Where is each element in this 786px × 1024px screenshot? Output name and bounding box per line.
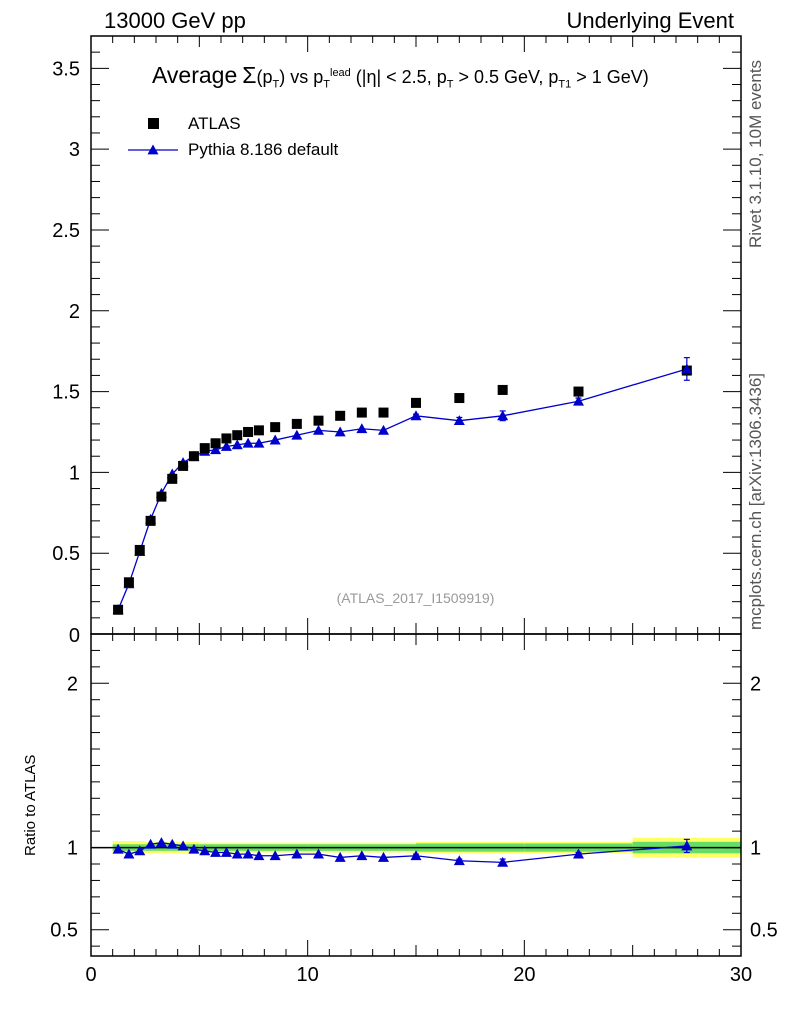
atlas-point <box>188 451 199 462</box>
pythia-point <box>453 415 465 426</box>
main-y-tick-label: 3.5 <box>52 58 80 80</box>
ratio-pythia-point <box>356 850 368 861</box>
header-right: Underlying Event <box>566 8 734 33</box>
ratio-pythia-point <box>123 848 135 859</box>
x-tick-label: 20 <box>513 964 535 986</box>
ratio-pythia-point <box>134 845 146 856</box>
ratio-y-axis-label: Ratio to ATLAS <box>22 754 39 856</box>
pythia-point <box>291 429 303 440</box>
main-y-tick-label: 3 <box>69 139 80 161</box>
legend-marker-atlas <box>148 118 159 129</box>
main-y-tick-label: 2.5 <box>52 220 80 242</box>
atlas-point <box>243 426 254 437</box>
analysis-watermark: (ATLAS_2017_I1509919) <box>336 590 495 606</box>
pythia-point <box>253 437 265 448</box>
ratio-panel-frame <box>90 633 742 957</box>
main-y-tick-label: 1.5 <box>52 382 80 404</box>
pythia-point <box>497 410 509 421</box>
atlas-point <box>221 433 232 444</box>
pythia-point <box>220 441 232 451</box>
atlas-point <box>134 544 145 555</box>
ratio-pythia-point <box>453 855 465 866</box>
atlas-point <box>178 460 189 471</box>
ratio-pythia-point <box>410 850 422 861</box>
atlas-point <box>232 430 243 441</box>
atlas-point <box>145 515 156 526</box>
atlas-point <box>253 425 264 436</box>
ratio-y-tick-label-left: 0.5 <box>50 920 78 942</box>
pythia-point <box>410 410 422 421</box>
atlas-point <box>573 386 584 397</box>
ratio-pythia-point <box>231 848 243 859</box>
atlas-point <box>123 577 134 588</box>
x-tick-label: 10 <box>297 964 319 986</box>
ratio-pythia-point <box>681 840 693 851</box>
ratio-pythia-point <box>210 847 222 857</box>
atlas-point <box>411 397 421 408</box>
ratio-pythia-point <box>188 843 200 854</box>
x-tick-label: 30 <box>730 964 752 986</box>
ratio-pythia-point <box>220 847 232 857</box>
pythia-point <box>210 444 222 455</box>
ratio-pythia-point <box>242 848 254 859</box>
plot-title: Average Σ(pT) vs pTlead (|η| < 2.5, pT >… <box>152 62 649 91</box>
main-y-tick-label: 0.5 <box>52 543 80 565</box>
main-y-tick-label-zero: 0 <box>69 625 80 647</box>
ratio-pythia-point <box>199 845 211 856</box>
main-y-tick-label: 1 <box>69 462 80 484</box>
pythia-point <box>231 439 243 450</box>
atlas-point <box>291 418 302 429</box>
atlas-point <box>313 415 324 426</box>
atlas-point <box>113 604 124 615</box>
legend-label-pythia: Pythia 8.186 default <box>188 140 339 159</box>
ratio-pythia-point <box>313 848 324 859</box>
atlas-point <box>210 438 221 449</box>
pythia-point <box>313 424 324 435</box>
pythia-point <box>269 434 281 445</box>
atlas-point <box>167 473 178 484</box>
ratio-pythia-point <box>334 851 346 862</box>
atlas-point <box>270 422 281 433</box>
ratio-y-tick-label-right: 1 <box>750 838 761 860</box>
ratio-pythia-point <box>497 856 509 867</box>
pythia-series-line <box>117 368 688 611</box>
atlas-point <box>356 407 367 418</box>
ratio-y-tick-label-right: 0.5 <box>750 920 778 942</box>
side-rivet-info: Rivet 3.1.10, 10M events <box>746 59 765 248</box>
ratio-pythia-point <box>573 848 584 859</box>
ratio-pythia-point <box>166 838 178 849</box>
ratio-y-tick-label-left: 1 <box>67 838 78 860</box>
ratio-pythia-point <box>145 838 157 849</box>
header-left: 13000 GeV pp <box>104 8 246 33</box>
legend-marker-pythia <box>147 144 159 155</box>
pythia-point <box>378 424 389 435</box>
atlas-point <box>378 407 389 418</box>
ratio-pythia-point <box>253 850 265 861</box>
legend-label-atlas: ATLAS <box>188 114 241 133</box>
atlas-point <box>156 491 167 502</box>
ratio-pythia-point <box>378 851 389 862</box>
atlas-point <box>454 393 465 404</box>
pythia-point <box>334 426 346 437</box>
pythia-point <box>242 437 254 448</box>
ratio-pythia-point <box>155 837 167 848</box>
ratio-pythia-point <box>177 840 189 851</box>
pythia-point-overlay <box>681 363 692 373</box>
pythia-point <box>573 395 584 406</box>
atlas-point <box>335 410 346 421</box>
ratio-pythia-point <box>112 843 124 854</box>
x-tick-label: 0 <box>85 964 96 986</box>
ratio-y-tick-label-right: 2 <box>750 673 761 695</box>
ratio-pythia-point <box>291 848 303 859</box>
pythia-point <box>356 423 368 434</box>
atlas-point <box>199 443 210 454</box>
ratio-pythia-point <box>269 850 281 861</box>
atlas-point <box>497 384 508 395</box>
main-y-tick-label: 2 <box>69 301 80 323</box>
ratio-y-tick-label-left: 2 <box>67 673 78 695</box>
